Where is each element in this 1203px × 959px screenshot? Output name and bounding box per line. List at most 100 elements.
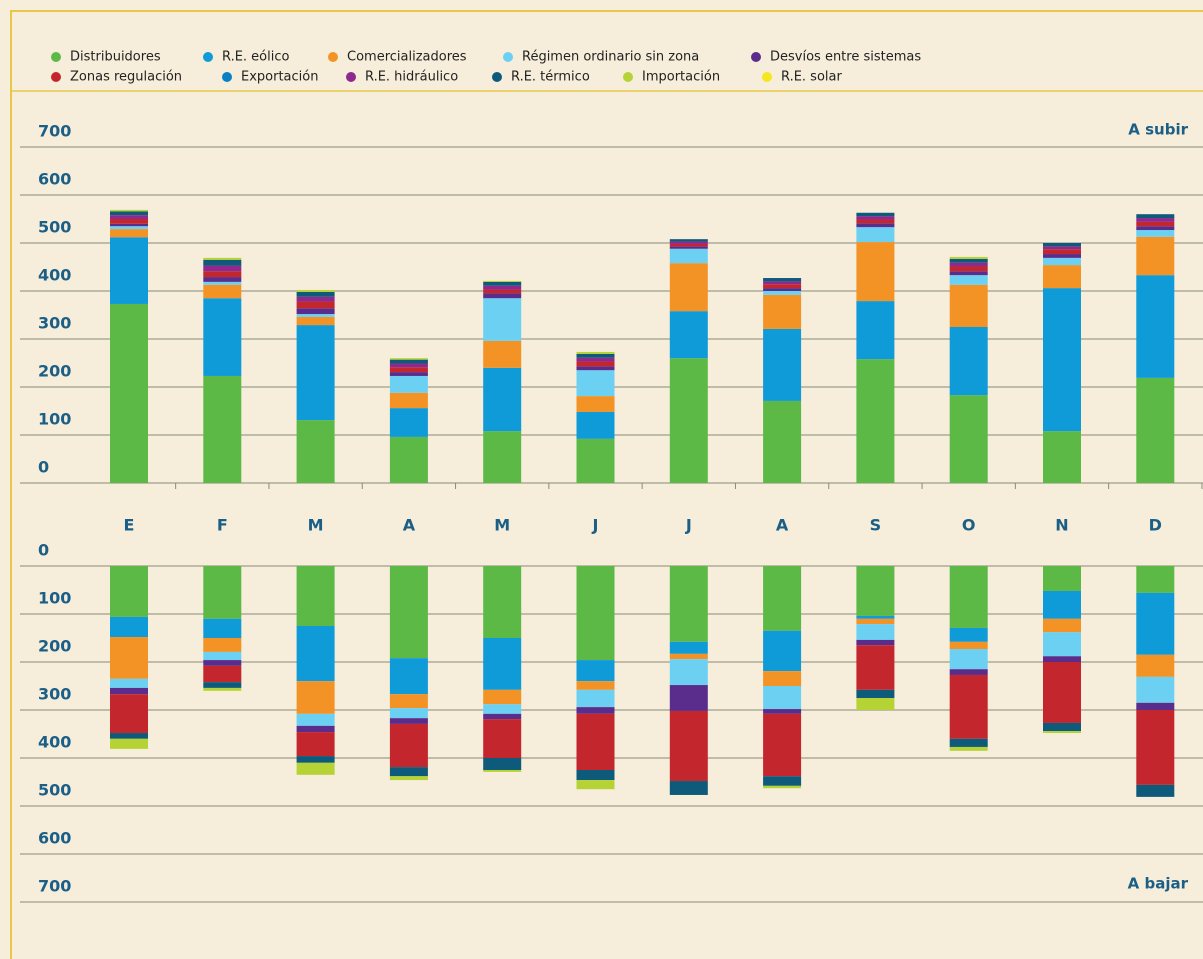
bar-segment (1043, 254, 1081, 258)
legend-label: Régimen ordinario sin zona (522, 50, 699, 65)
bar-segment (110, 229, 148, 238)
bar-segment (203, 651, 242, 661)
bar-segment (1043, 618, 1081, 633)
bar-segment (949, 669, 988, 675)
bar-segment (483, 289, 522, 294)
bar-segment (389, 358, 428, 360)
bar-segment (856, 219, 895, 224)
bar-segment (296, 296, 335, 302)
y-tick-label: 700 (38, 122, 71, 141)
bar-segment (203, 271, 242, 278)
bar-segment (1136, 226, 1175, 231)
bar-segment (110, 678, 148, 688)
bar-segment (110, 226, 148, 230)
bar-segment (576, 370, 615, 397)
bar-segment (203, 660, 242, 666)
bar-segment (669, 566, 708, 642)
bar-segment (296, 732, 335, 757)
x-tick-label: M (308, 516, 324, 535)
bar-segment (669, 781, 708, 795)
bar-segment (296, 713, 335, 726)
legend-swatch (762, 72, 772, 82)
x-tick-label: D (1149, 516, 1162, 535)
bar-segment (576, 366, 615, 371)
bar-segment (110, 733, 148, 739)
bar-segment (483, 770, 522, 772)
bar-segment (1136, 275, 1175, 378)
y-tick-label: 500 (38, 218, 71, 237)
legend-label: Desvíos entre sistemas (770, 50, 921, 65)
bar-segment (763, 713, 802, 777)
bar-segment (483, 638, 522, 690)
bar-segment (110, 738, 148, 749)
legend-label: Exportación (241, 70, 318, 85)
bar-segment (576, 357, 615, 362)
bar-segment (203, 265, 242, 272)
bar-segment (1136, 592, 1175, 655)
bar-segment (669, 239, 708, 242)
bar-segment (203, 638, 242, 652)
bar-segment (669, 710, 708, 782)
legend-swatch (203, 52, 213, 62)
x-tick-label: F (217, 516, 228, 535)
bar-segment (669, 641, 708, 654)
bar-segment (389, 566, 428, 659)
bar-segment (203, 281, 242, 285)
bar-segment (203, 284, 242, 299)
y-tick-label: 300 (38, 685, 71, 704)
bar-segment (856, 359, 895, 483)
bar-segment (949, 746, 988, 751)
bar-segment (949, 327, 988, 396)
bar-segment (763, 284, 802, 289)
bar-segment (1136, 377, 1175, 483)
bar-segment (203, 257, 242, 260)
bar-segment (389, 723, 428, 768)
y-tick-label: 100 (38, 589, 71, 608)
bar-segment (389, 375, 428, 393)
bar-segment (763, 630, 802, 672)
bar-segment (763, 288, 802, 291)
bar-segment (949, 275, 988, 285)
y-tick-label: 0 (38, 458, 49, 477)
bar-segment (1043, 431, 1081, 483)
legend-label: Importación (642, 70, 720, 85)
x-tick-label: J (592, 516, 599, 535)
bar-segment (763, 281, 802, 285)
bar-segment (856, 618, 895, 625)
x-tick-label: O (962, 516, 976, 535)
panel-label: A bajar (1128, 875, 1189, 893)
bar-segment (110, 616, 148, 638)
bar-segment (110, 694, 148, 734)
bar-segment (483, 293, 522, 299)
bar-segment (483, 713, 522, 720)
bar-segment (576, 780, 615, 790)
bar-segment (296, 325, 335, 421)
bar-segment (483, 367, 522, 432)
legend-label: Zonas regulación (70, 70, 182, 85)
bar-segment (669, 659, 708, 686)
bar-segment (856, 223, 895, 228)
bar-segment (856, 624, 895, 640)
legend-swatch (503, 52, 513, 62)
bar-segment (1043, 246, 1081, 250)
bar-segment (949, 395, 988, 483)
bar-segment (576, 351, 615, 354)
bar-segment (576, 353, 615, 358)
legend-label: R.E. solar (781, 70, 842, 85)
bar-segment (949, 256, 988, 259)
bar-segment (763, 400, 802, 483)
bar-segment (576, 411, 615, 439)
x-tick-label: A (776, 516, 789, 535)
bar-segment (296, 314, 335, 317)
bar-segment (1043, 731, 1081, 734)
bar-segment (856, 242, 895, 302)
bar-segment (389, 392, 428, 409)
bar-segment (669, 653, 708, 660)
bar-segment (669, 246, 708, 249)
bar-segment (483, 285, 522, 290)
bar-segment (763, 566, 802, 631)
bar-segment (576, 689, 615, 708)
bar-segment (1043, 288, 1081, 432)
bar-segment (483, 298, 522, 341)
